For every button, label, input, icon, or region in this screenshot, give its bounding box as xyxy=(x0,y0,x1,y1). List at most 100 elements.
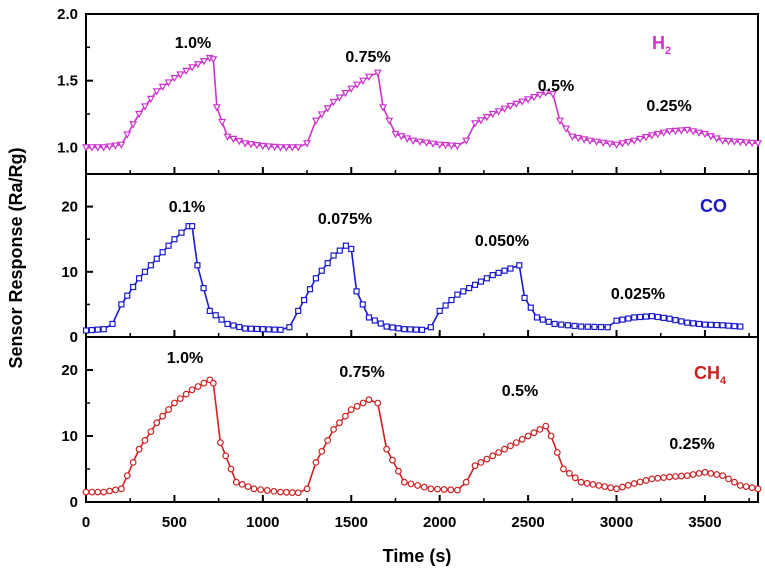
data-point xyxy=(671,127,680,136)
data-point xyxy=(592,138,601,146)
data-point xyxy=(165,242,172,249)
data-point xyxy=(171,236,178,243)
data-point xyxy=(194,383,202,390)
data-point xyxy=(323,105,332,113)
concentration-label: 0.025% xyxy=(611,286,665,303)
data-point xyxy=(342,242,350,249)
data-point xyxy=(303,485,311,493)
data-point xyxy=(482,114,491,122)
data-point xyxy=(330,252,337,259)
data-point xyxy=(599,139,608,147)
data-point xyxy=(235,138,244,146)
data-point xyxy=(535,91,544,100)
data-point xyxy=(742,139,751,147)
data-point xyxy=(462,478,470,486)
data-point xyxy=(153,255,160,262)
concentration-label: 0.75% xyxy=(345,49,390,66)
data-point xyxy=(200,285,207,292)
data-point xyxy=(753,140,763,148)
data-point xyxy=(553,449,561,456)
data-point xyxy=(429,140,438,148)
gas-label-main: CO xyxy=(700,196,727,216)
x-tick-label: 2500 xyxy=(511,514,544,531)
data-point xyxy=(530,429,538,437)
data-point xyxy=(294,489,302,497)
x-axis-title: Time (s) xyxy=(383,546,452,566)
data-point xyxy=(135,275,143,282)
gas-label-main: CH xyxy=(694,363,720,383)
data-point xyxy=(547,432,555,440)
x-tick-label: 1000 xyxy=(246,514,279,531)
data-point xyxy=(516,262,523,269)
data-point xyxy=(353,81,362,89)
data-point xyxy=(377,320,384,327)
data-point xyxy=(613,485,620,493)
data-point xyxy=(471,281,479,288)
data-point xyxy=(435,141,444,149)
data-point xyxy=(232,478,240,486)
data-point xyxy=(401,326,408,333)
data-point xyxy=(206,307,213,315)
data-point xyxy=(253,325,261,333)
data-point xyxy=(336,419,343,427)
data-point xyxy=(471,462,479,470)
data-point xyxy=(301,296,308,304)
data-point xyxy=(82,488,90,496)
data-point xyxy=(250,485,258,493)
data-point xyxy=(93,144,102,152)
data-point xyxy=(565,470,573,477)
data-point xyxy=(244,483,252,491)
x-tick-label: 2000 xyxy=(423,514,456,531)
data-point xyxy=(654,474,662,482)
data-point xyxy=(545,318,552,325)
data-point xyxy=(109,320,116,328)
data-point xyxy=(252,142,261,150)
data-point xyxy=(189,223,196,230)
data-point xyxy=(277,488,284,496)
data-point xyxy=(613,317,620,324)
data-point xyxy=(324,437,332,444)
data-point xyxy=(223,133,232,141)
data-point xyxy=(477,278,485,285)
data-point xyxy=(379,104,388,112)
data-point xyxy=(193,61,203,69)
data-point xyxy=(94,326,101,333)
data-point xyxy=(725,322,732,329)
data-point xyxy=(422,139,431,147)
data-point xyxy=(335,94,344,102)
data-point xyxy=(542,422,550,430)
data-point xyxy=(501,267,508,274)
data-point xyxy=(123,472,131,480)
data-point xyxy=(507,442,514,450)
data-point xyxy=(574,134,583,143)
data-point xyxy=(218,118,227,127)
data-point xyxy=(501,445,508,453)
data-point xyxy=(395,467,402,475)
data-point xyxy=(447,486,455,494)
data-point xyxy=(276,144,285,152)
data-point xyxy=(176,71,185,79)
data-point xyxy=(391,130,400,139)
data-point xyxy=(409,137,418,145)
data-point xyxy=(718,137,727,145)
data-point xyxy=(719,472,727,480)
data-point xyxy=(141,437,149,444)
data-point xyxy=(353,402,361,410)
data-point xyxy=(324,260,331,267)
data-point xyxy=(200,379,208,387)
data-point xyxy=(689,128,698,136)
data-point xyxy=(383,445,391,453)
data-point xyxy=(359,399,367,407)
data-point xyxy=(106,487,113,495)
data-point xyxy=(683,126,692,135)
data-point xyxy=(277,326,284,333)
data-point xyxy=(374,399,382,407)
data-point xyxy=(642,313,650,320)
data-point xyxy=(578,323,585,330)
data-point xyxy=(218,316,225,323)
data-point xyxy=(230,322,237,329)
data-point xyxy=(242,325,249,332)
data-point xyxy=(506,102,515,111)
data-point xyxy=(141,268,149,275)
data-point xyxy=(171,399,178,407)
